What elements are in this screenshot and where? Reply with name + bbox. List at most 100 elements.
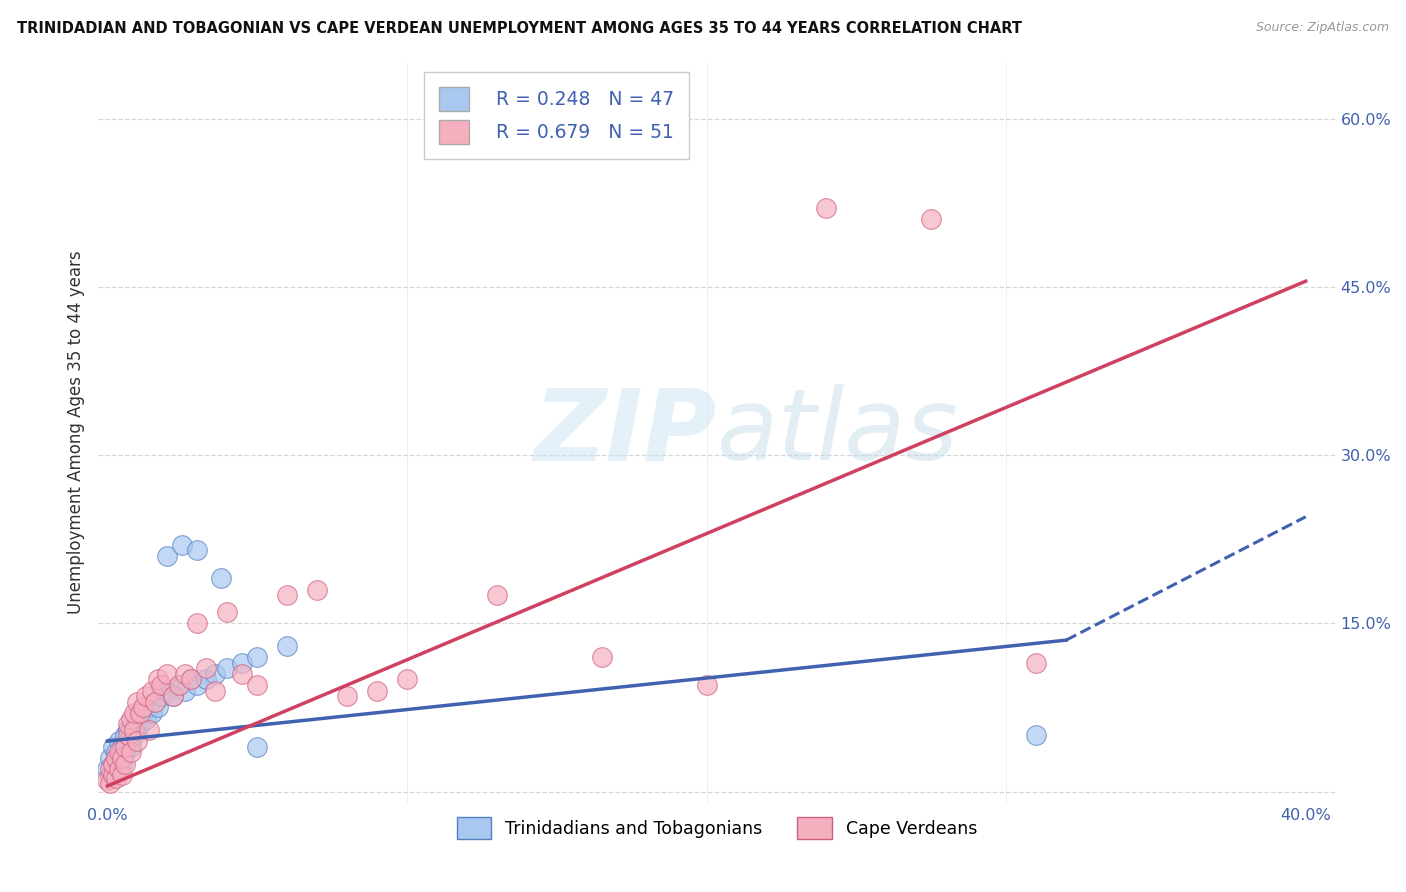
Point — [129, 706, 152, 720]
Point — [174, 666, 197, 681]
Point — [156, 683, 179, 698]
Point — [231, 666, 253, 681]
Point — [186, 678, 208, 692]
Point — [114, 756, 136, 771]
Point — [141, 683, 163, 698]
Point — [307, 582, 329, 597]
Point — [120, 712, 142, 726]
Point — [186, 616, 208, 631]
Point — [815, 201, 838, 215]
Point — [174, 683, 197, 698]
Point — [105, 751, 128, 765]
Point — [127, 723, 149, 737]
Point — [204, 666, 226, 681]
Point — [162, 690, 184, 704]
Point — [100, 762, 122, 776]
Point — [96, 762, 118, 776]
Point — [148, 700, 170, 714]
Point — [108, 762, 131, 776]
Point — [138, 723, 160, 737]
Point — [105, 745, 128, 759]
Point — [129, 717, 152, 731]
Point — [117, 723, 139, 737]
Point — [120, 723, 142, 737]
Point — [1025, 656, 1047, 670]
Point — [162, 690, 184, 704]
Point — [127, 712, 149, 726]
Point — [108, 734, 131, 748]
Point — [180, 673, 202, 687]
Point — [217, 605, 239, 619]
Y-axis label: Unemployment Among Ages 35 to 44 years: Unemployment Among Ages 35 to 44 years — [66, 251, 84, 615]
Point — [100, 751, 122, 765]
Point — [124, 729, 146, 743]
Point — [120, 745, 142, 759]
Point — [111, 739, 134, 754]
Point — [195, 673, 218, 687]
Point — [108, 745, 131, 759]
Text: atlas: atlas — [717, 384, 959, 481]
Point — [111, 756, 134, 771]
Point — [103, 756, 125, 771]
Point — [117, 734, 139, 748]
Legend: Trinidadians and Tobagonians, Cape Verdeans: Trinidadians and Tobagonians, Cape Verde… — [450, 810, 984, 846]
Text: ZIP: ZIP — [534, 384, 717, 481]
Point — [132, 706, 155, 720]
Point — [169, 678, 191, 692]
Point — [1025, 729, 1047, 743]
Point — [117, 729, 139, 743]
Point — [204, 683, 226, 698]
Point — [186, 543, 208, 558]
Point — [276, 588, 298, 602]
Point — [96, 773, 118, 788]
Point — [120, 739, 142, 754]
Point — [103, 739, 125, 754]
Point — [485, 588, 508, 602]
Text: TRINIDADIAN AND TOBAGONIAN VS CAPE VERDEAN UNEMPLOYMENT AMONG AGES 35 TO 44 YEAR: TRINIDADIAN AND TOBAGONIAN VS CAPE VERDE… — [17, 21, 1022, 36]
Point — [156, 666, 179, 681]
Point — [395, 673, 418, 687]
Point — [172, 538, 194, 552]
Point — [105, 762, 128, 776]
Point — [127, 734, 149, 748]
Point — [103, 756, 125, 771]
Point — [150, 678, 173, 692]
Point — [135, 712, 157, 726]
Point — [195, 661, 218, 675]
Point — [366, 683, 388, 698]
Point — [108, 751, 131, 765]
Point — [132, 700, 155, 714]
Point — [141, 706, 163, 720]
Point — [209, 571, 232, 585]
Point — [117, 717, 139, 731]
Point — [920, 212, 942, 227]
Point — [103, 768, 125, 782]
Point — [217, 661, 239, 675]
Point — [246, 650, 269, 665]
Point — [111, 768, 134, 782]
Point — [114, 729, 136, 743]
Point — [180, 673, 202, 687]
Point — [156, 549, 179, 563]
Point — [105, 771, 128, 785]
Point — [124, 723, 146, 737]
Point — [100, 775, 122, 789]
Point — [246, 678, 269, 692]
Point — [138, 700, 160, 714]
Point — [114, 745, 136, 759]
Point — [143, 695, 166, 709]
Point — [231, 656, 253, 670]
Point — [135, 690, 157, 704]
Point — [100, 768, 122, 782]
Text: Source: ZipAtlas.com: Source: ZipAtlas.com — [1256, 21, 1389, 34]
Point — [591, 650, 613, 665]
Point — [276, 639, 298, 653]
Point — [148, 673, 170, 687]
Point — [124, 706, 146, 720]
Point — [696, 678, 718, 692]
Point — [114, 739, 136, 754]
Point — [143, 695, 166, 709]
Point — [246, 739, 269, 754]
Point — [150, 690, 173, 704]
Point — [111, 751, 134, 765]
